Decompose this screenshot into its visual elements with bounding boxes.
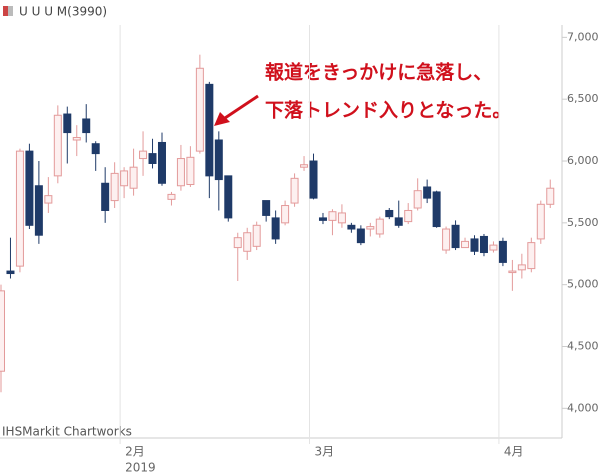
- year-label: 2019: [125, 461, 156, 475]
- y-tick-label: 6,000: [567, 154, 599, 167]
- candle-body: [442, 228, 451, 251]
- candle-body: [101, 182, 110, 211]
- x-tick-label: 2月: [125, 445, 145, 459]
- candle-body: [356, 228, 365, 244]
- candle-body: [120, 170, 129, 187]
- candle-body: [337, 212, 346, 224]
- candle-body: [0, 290, 5, 372]
- candle-body: [91, 143, 100, 155]
- candle-body: [517, 264, 526, 271]
- annotation: 報道をきっかけに急落し、: [265, 61, 492, 84]
- candle-body: [404, 209, 413, 223]
- candle-body: [195, 67, 204, 152]
- candle-body: [394, 217, 403, 226]
- candle-body: [300, 164, 309, 168]
- candle-body: [271, 217, 280, 240]
- y-tick-label: 4,000: [567, 401, 599, 414]
- candle-body: [413, 190, 422, 209]
- candle-body: [6, 270, 15, 275]
- candle-body: [423, 186, 432, 199]
- candle-body: [148, 153, 157, 164]
- candle-body: [224, 175, 233, 219]
- y-tick-label: 6,500: [567, 92, 599, 105]
- candle-body: [470, 238, 479, 252]
- candle-body: [110, 172, 119, 202]
- candle-body: [44, 195, 53, 204]
- y-tick-label: 7,000: [567, 30, 599, 43]
- chart-title: U U U M(3990): [19, 5, 107, 19]
- candle-body: [432, 191, 441, 228]
- arrow-head: [214, 112, 230, 126]
- candle-body: [34, 185, 43, 236]
- candle-body: [243, 232, 252, 252]
- title-icon: [8, 6, 13, 16]
- candle-body: [205, 83, 214, 177]
- candle-body: [157, 141, 166, 184]
- candle-body: [82, 118, 91, 134]
- candle-body: [214, 139, 223, 181]
- candle-body: [129, 166, 138, 189]
- candle-body: [53, 114, 62, 177]
- candle-body: [281, 205, 290, 224]
- candle-body: [461, 240, 470, 249]
- x-tick-label: 3月: [315, 445, 335, 459]
- annotation: 下落トレンド入りとなった。: [265, 99, 511, 122]
- candle-body: [176, 158, 185, 187]
- candle-body: [536, 203, 545, 240]
- candle-body: [186, 156, 195, 186]
- y-tick-label: 4,500: [567, 339, 599, 352]
- candle-body: [252, 224, 261, 247]
- candle-body: [139, 150, 148, 160]
- candle-body: [290, 177, 299, 204]
- candle-body: [385, 209, 394, 218]
- candle-body: [366, 226, 375, 230]
- candle-body: [527, 242, 536, 270]
- candle-body: [15, 150, 24, 267]
- candle-body: [233, 237, 242, 249]
- candle-body: [318, 217, 327, 221]
- candle-body: [451, 224, 460, 249]
- candle-body: [72, 137, 81, 141]
- candle-body: [479, 235, 488, 254]
- y-tick-label: 5,000: [567, 278, 599, 291]
- source-label: IHSMarkit Chartworks: [2, 425, 132, 439]
- x-tick-label: 4月: [504, 445, 524, 459]
- candle-body: [508, 270, 517, 274]
- candle-body: [546, 187, 555, 205]
- candle-body: [328, 211, 337, 221]
- candle-body: [25, 150, 34, 226]
- candle-body: [489, 244, 498, 251]
- candle-body: [262, 200, 271, 216]
- candle-body: [309, 160, 318, 199]
- arrow: [221, 94, 259, 122]
- candle-body: [63, 113, 72, 134]
- candle-body: [375, 218, 384, 235]
- candle-body: [347, 224, 356, 230]
- candle-body: [167, 193, 176, 200]
- candle-body: [498, 240, 507, 263]
- y-tick-label: 5,500: [567, 216, 599, 229]
